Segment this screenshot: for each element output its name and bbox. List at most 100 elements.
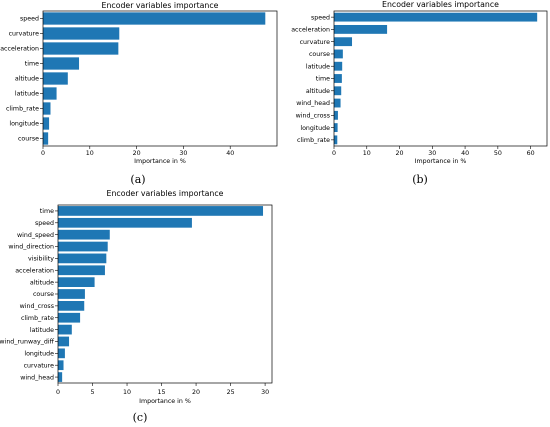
category-label: wind_runway_diff: [0, 339, 55, 346]
x-tick-label: 10: [363, 150, 371, 157]
bar-climb_rate: [58, 312, 81, 323]
x-tick-label: 20: [192, 389, 200, 396]
category-label: course: [18, 136, 39, 143]
category-label: speed: [20, 16, 39, 23]
bar-altitude: [334, 86, 342, 96]
bar-wind_head: [58, 372, 63, 382]
x-tick-label: 50: [494, 150, 502, 157]
bar-longitude: [43, 117, 50, 130]
x-tick-label: 10: [86, 150, 94, 157]
category-label: longitude: [24, 351, 54, 358]
chart-c: Encoder variables importance time speed win…: [0, 189, 273, 424]
bar-wind_cross: [334, 110, 338, 120]
bar-climb_rate: [334, 135, 338, 145]
chart-title: Encoder variables importance: [102, 1, 219, 10]
bar-course: [43, 132, 49, 145]
bar-acceleration: [43, 42, 119, 55]
category-label: time: [316, 76, 330, 83]
bar-latitude: [58, 324, 72, 335]
chart-title: Encoder variables importance: [382, 0, 499, 9]
category-label: course: [309, 51, 330, 58]
category-label: latitude: [306, 63, 330, 70]
bar-visibility: [58, 253, 107, 264]
category-label: curvature: [300, 39, 331, 46]
bar-curvature: [334, 37, 353, 47]
bar-wind_direction: [58, 241, 108, 252]
category-label: climb_rate: [21, 315, 54, 322]
category-label: time: [40, 208, 54, 215]
category-label: wind_head: [296, 100, 330, 107]
bar-speed: [334, 12, 538, 22]
chart-b: Encoder variables importance speed acceler…: [291, 0, 548, 186]
x-tick-label: 20: [396, 150, 404, 157]
category-label: speed: [35, 220, 54, 227]
x-tick-label: 0: [41, 150, 45, 157]
x-tick-label: 5: [91, 389, 95, 396]
x-tick-label: 0: [56, 389, 60, 396]
x-tick-label: 20: [133, 150, 141, 157]
bar-wind_speed: [58, 229, 110, 240]
bar-climb_rate: [43, 102, 51, 115]
category-label: wind_cross: [20, 303, 54, 310]
chart-title: Encoder variables importance: [107, 189, 224, 198]
x-axis-label: Importance in %: [134, 158, 186, 165]
category-label: latitude: [30, 327, 54, 334]
plot-frame: [42, 10, 278, 147]
category-label: wind_head: [20, 374, 54, 381]
category-label: curvature: [9, 31, 40, 38]
bar-curvature: [43, 27, 120, 40]
bar-longitude: [334, 123, 338, 133]
bar-latitude: [334, 61, 343, 71]
category-label: curvature: [24, 362, 55, 369]
category-label: course: [33, 291, 54, 298]
bar-time: [43, 57, 80, 70]
category-label: climb_rate: [297, 137, 330, 144]
bar-acceleration: [58, 265, 105, 276]
bar-course: [58, 289, 85, 299]
x-tick-label: 30: [179, 150, 187, 157]
x-tick-label: 40: [226, 150, 234, 157]
category-label: acceleration: [0, 46, 39, 53]
x-axis-label: Importance in %: [139, 398, 191, 405]
category-label: altitude: [30, 279, 54, 286]
category-label: acceleration: [15, 267, 54, 274]
bar-time: [334, 74, 342, 83]
panel-label: (c): [133, 411, 148, 424]
x-tick-label: 0: [332, 150, 336, 157]
x-tick-label: 40: [461, 150, 469, 157]
bar-speed: [43, 12, 266, 25]
bar-wind_cross: [58, 301, 85, 311]
category-label: wind_speed: [17, 232, 54, 239]
x-tick-label: 30: [261, 389, 269, 396]
plot-frame: [57, 204, 273, 384]
bar-speed: [58, 217, 192, 228]
category-label: climb_rate: [6, 106, 39, 113]
category-label: acceleration: [291, 27, 330, 34]
category-label: visibility: [28, 256, 54, 263]
category-label: longitude: [300, 125, 330, 132]
bar-wind_runway_diff: [58, 336, 70, 347]
x-tick-label: 25: [227, 389, 235, 396]
category-label: altitude: [306, 88, 330, 95]
bar-curvature: [58, 360, 64, 371]
chart-a: Encoder variables importance speed curvatu…: [0, 1, 278, 186]
bar-course: [334, 49, 343, 59]
bar-wind_head: [334, 98, 341, 108]
x-tick-label: 60: [527, 150, 535, 157]
bar-time: [58, 206, 264, 216]
x-tick-label: 30: [428, 150, 436, 157]
plot-frame: [333, 10, 548, 147]
bar-acceleration: [334, 24, 388, 34]
panel-label: (a): [130, 173, 145, 186]
bar-latitude: [43, 87, 57, 100]
category-label: wind_cross: [296, 113, 330, 120]
category-label: latitude: [15, 91, 39, 98]
category-label: speed: [311, 14, 330, 21]
x-tick-label: 10: [123, 389, 131, 396]
panel-label: (b): [412, 173, 428, 186]
bar-longitude: [58, 348, 65, 359]
bar-altitude: [58, 277, 95, 287]
x-axis-label: Importance in %: [415, 158, 467, 165]
category-label: wind_direction: [8, 244, 54, 251]
